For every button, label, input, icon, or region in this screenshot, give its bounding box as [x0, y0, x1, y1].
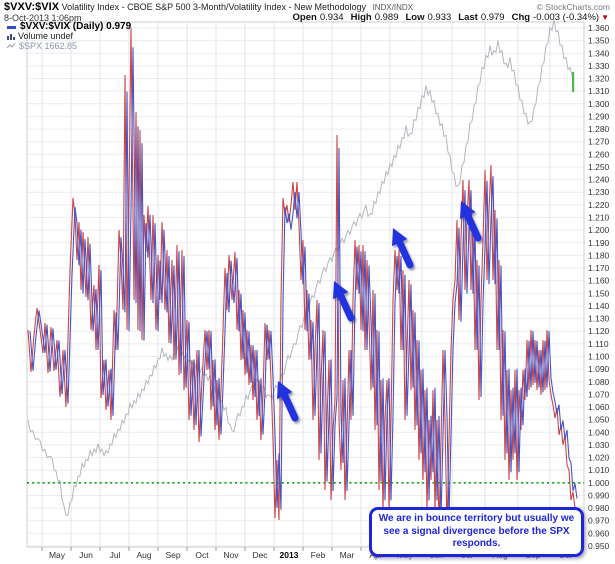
ohlc-stats: Open 0.934 High 0.989 Low 0.933 Last 0.979 Chg -0… — [286, 12, 609, 23]
chart-legend: $VXV:$VIX (Daily) 0.979 Volume undef $SP… — [6, 22, 131, 53]
stat-value: 0.989 — [374, 12, 399, 23]
ratio-series-blue — [29, 47, 578, 520]
annotation-callout: We are in bounce territory but usually w… — [369, 507, 584, 557]
svg-text:1.260: 1.260 — [588, 149, 610, 159]
svg-text:Sep: Sep — [165, 550, 180, 560]
legend-spx-value: 1662.85 — [44, 41, 78, 52]
legend-main-label: $VXV:$VIX (Daily) 0.979 — [20, 21, 132, 33]
svg-text:1.240: 1.240 — [588, 175, 610, 185]
svg-text:1.200: 1.200 — [588, 225, 610, 235]
ratio-series-red — [27, 27, 576, 531]
svg-text:1.070: 1.070 — [588, 389, 610, 399]
stat-value: 0.979 — [480, 12, 505, 23]
svg-text:Mar: Mar — [340, 550, 355, 560]
svg-text:1.220: 1.220 — [588, 200, 610, 210]
svg-text:0.960: 0.960 — [588, 528, 610, 538]
svg-text:1.340: 1.340 — [588, 48, 610, 58]
svg-text:May: May — [49, 550, 66, 560]
stat-label: High — [350, 12, 372, 23]
legend-spx: $SPX 1662.85 — [6, 41, 131, 53]
svg-text:Nov: Nov — [223, 550, 239, 560]
svg-text:0.980: 0.980 — [588, 503, 610, 513]
chart-title: $VXV:$VIX Volatility Index - CBOE S&P 50… — [4, 1, 413, 13]
svg-text:1.090: 1.090 — [588, 364, 610, 374]
svg-text:Oct: Oct — [195, 550, 209, 560]
legend-spx-symbol: $SPX — [19, 41, 43, 52]
line-chart-icon — [6, 42, 16, 53]
stat-label: Last — [458, 12, 478, 23]
svg-text:0.950: 0.950 — [588, 541, 610, 551]
stat-value: -0.003 (-0.34%) — [533, 12, 600, 23]
annotation-arrow — [333, 281, 355, 322]
stat-label: Open — [292, 12, 317, 23]
svg-text:1.310: 1.310 — [588, 86, 610, 96]
svg-text:1.270: 1.270 — [588, 137, 610, 147]
svg-text:1.300: 1.300 — [588, 99, 610, 109]
y-axis-labels: 1.360 1.350 1.340 1.330 1.320 1.310 1.300 1.290… — [588, 23, 610, 551]
svg-text:1.080: 1.080 — [588, 377, 610, 387]
chart-datetime: 8-Oct-2013 1:06pm — [4, 13, 82, 23]
svg-text:Feb: Feb — [311, 550, 326, 560]
volume-bars-icon — [7, 32, 15, 43]
svg-text:1.110: 1.110 — [588, 339, 609, 349]
line-swatch-icon — [7, 25, 16, 29]
svg-text:Dec: Dec — [252, 550, 268, 560]
svg-text:1.050: 1.050 — [588, 415, 610, 425]
svg-text:1.360: 1.360 — [588, 23, 610, 33]
svg-text:1.210: 1.210 — [588, 213, 610, 223]
svg-text:2013: 2013 — [280, 550, 299, 560]
svg-text:1.180: 1.180 — [588, 250, 610, 260]
spx-series-line — [27, 19, 574, 517]
svg-text:Jul: Jul — [110, 550, 121, 560]
svg-text:1.000: 1.000 — [588, 478, 610, 488]
svg-text:1.320: 1.320 — [588, 74, 610, 84]
stat-label: Low — [405, 12, 425, 23]
svg-text:1.140: 1.140 — [588, 301, 610, 311]
legend-volume-label: Volume undef — [18, 31, 74, 42]
svg-text:1.160: 1.160 — [588, 276, 610, 286]
svg-text:1.030: 1.030 — [588, 440, 610, 450]
svg-text:1.350: 1.350 — [588, 36, 610, 46]
annotation-arrow — [277, 381, 299, 422]
svg-text:1.150: 1.150 — [588, 288, 610, 298]
svg-text:1.190: 1.190 — [588, 238, 610, 248]
svg-text:1.040: 1.040 — [588, 427, 610, 437]
svg-text:1.170: 1.170 — [588, 263, 610, 273]
svg-text:0.970: 0.970 — [588, 516, 610, 526]
stat-value: 0.933 — [427, 12, 452, 23]
annotation-arrow — [392, 228, 414, 269]
svg-text:1.010: 1.010 — [588, 465, 610, 475]
svg-text:1.130: 1.130 — [588, 314, 610, 324]
exchange-label: INDX/INDX — [372, 3, 414, 12]
annotation-arrow — [460, 201, 482, 242]
svg-text:1.330: 1.330 — [588, 61, 610, 71]
ticker-symbol: $VXV:$VIX — [4, 1, 60, 13]
svg-text:0.990: 0.990 — [588, 490, 610, 500]
ticker-description: Volatility Index - CBOE S&P 500 3-Month/… — [61, 2, 367, 12]
change-down-icon: ▼ — [601, 13, 609, 22]
legend-volume: Volume undef — [7, 32, 131, 42]
copyright-label: © StockCharts.com — [536, 2, 610, 12]
svg-text:1.060: 1.060 — [588, 402, 610, 412]
legend-main-series: $VXV:$VIX (Daily) 0.979 — [7, 22, 131, 32]
stat-value: 0.934 — [319, 12, 344, 23]
svg-text:1.020: 1.020 — [588, 453, 610, 463]
svg-text:Jun: Jun — [79, 550, 93, 560]
svg-text:1.250: 1.250 — [588, 162, 610, 172]
svg-text:1.280: 1.280 — [588, 124, 610, 134]
svg-text:1.120: 1.120 — [588, 326, 610, 336]
svg-text:Aug: Aug — [136, 550, 151, 560]
svg-text:1.230: 1.230 — [588, 187, 610, 197]
svg-text:1.100: 1.100 — [588, 351, 610, 361]
spx-last-bar — [572, 72, 575, 92]
svg-text:1.290: 1.290 — [588, 111, 610, 121]
stat-label: Chg — [511, 12, 531, 23]
